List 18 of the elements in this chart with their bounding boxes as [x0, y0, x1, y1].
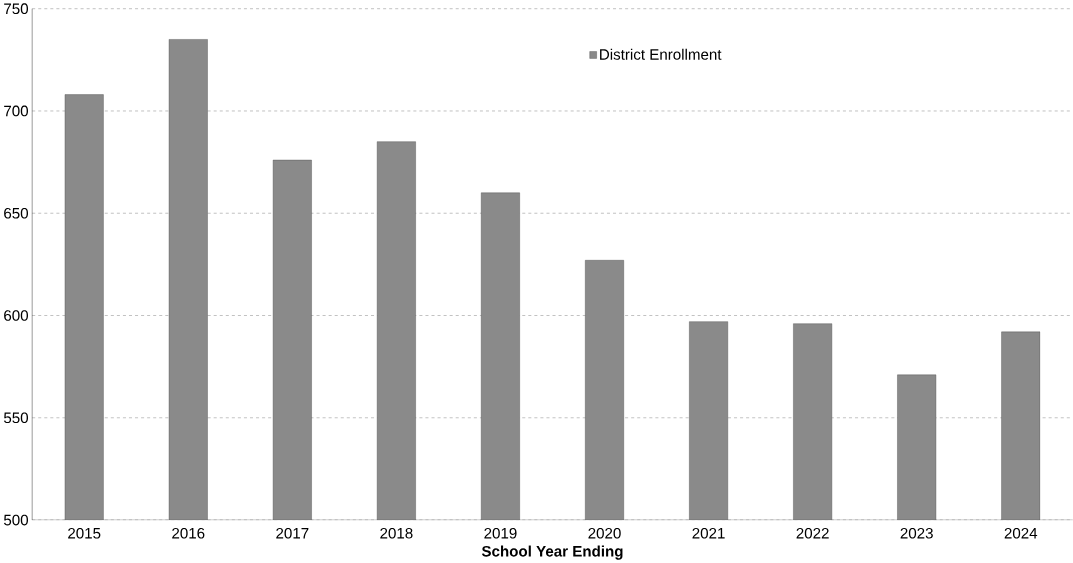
x-tick-label: 2023	[900, 527, 933, 539]
x-tick-label: 2022	[796, 527, 829, 539]
x-tick-label: 2016	[172, 527, 205, 539]
y-tick-label: 700	[4, 105, 29, 117]
x-tick-label: 2019	[484, 527, 517, 539]
x-tick-label: 2021	[692, 527, 725, 539]
y-tick-label: 500	[3, 514, 29, 526]
y-tick-label: 750	[4, 3, 29, 15]
x-tick-label: 2020	[588, 527, 621, 539]
x-tick-label: 2017	[276, 527, 309, 539]
y-tick-label: 600	[4, 310, 29, 321]
x-tick-label: 2018	[380, 527, 413, 539]
y-tick-label: 550	[3, 412, 29, 424]
legend-label: District Enrollment	[600, 48, 722, 60]
x-axis-title: School Year Ending	[481, 545, 623, 560]
x-tick-label: 2015	[68, 527, 101, 539]
x-tick-label: 2024	[1004, 527, 1038, 539]
y-tick-label: 650	[4, 207, 29, 219]
